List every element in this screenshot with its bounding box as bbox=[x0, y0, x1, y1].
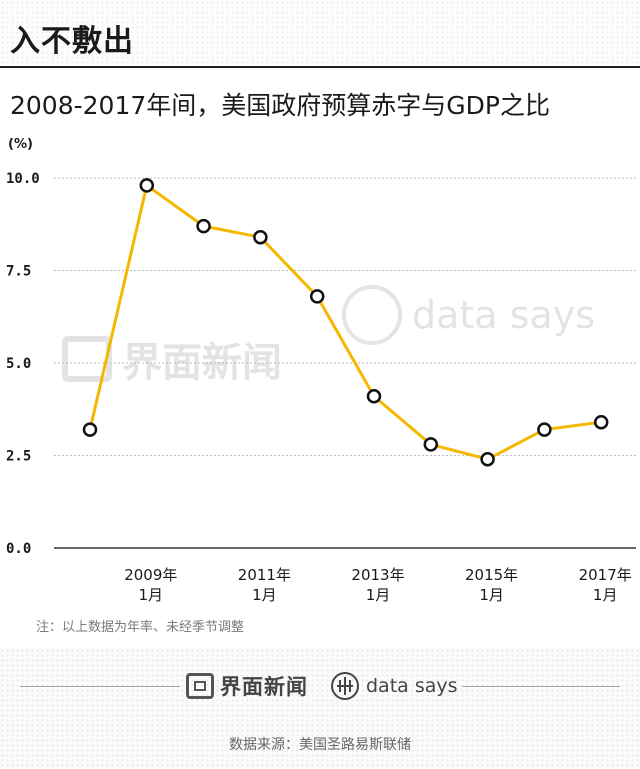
x-tick-label-month: 1月 bbox=[139, 586, 164, 604]
data-source: 数据来源：美国圣路易斯联储 bbox=[229, 737, 411, 753]
data-point bbox=[139, 178, 155, 193]
y-tick-label: 2.5 bbox=[6, 449, 31, 465]
data-point bbox=[423, 437, 439, 452]
y-tick-label: 10.0 bbox=[6, 171, 40, 187]
y-tick-label: 7.5 bbox=[6, 264, 31, 280]
jiemian-logo-icon bbox=[186, 673, 214, 699]
x-tick-label-month: 1月 bbox=[593, 586, 618, 604]
data-point bbox=[537, 422, 552, 437]
data-point bbox=[593, 414, 609, 430]
y-tick-label: 5.0 bbox=[6, 356, 31, 372]
x-tick-label-month: 1月 bbox=[479, 586, 504, 604]
y-tick-label: 0.0 bbox=[6, 541, 31, 557]
x-tick-label-month: 1月 bbox=[366, 586, 391, 604]
brand-datasays: data says bbox=[330, 670, 458, 702]
header-label: 入不敷出 bbox=[10, 24, 134, 59]
chart-title: 2008-2017年间，美国政府预算赤字与GDP之比 bbox=[10, 91, 550, 120]
footer-divider-left bbox=[20, 686, 180, 687]
y-unit-label: (%) bbox=[8, 137, 33, 152]
x-tick-label-year: 2009年 bbox=[124, 566, 177, 584]
x-tick-label-year: 2013年 bbox=[351, 566, 404, 584]
footer: 界面新闻 data says 数据来源：美国圣路易斯联储 bbox=[0, 648, 640, 769]
data-point bbox=[82, 422, 98, 437]
data-point bbox=[253, 229, 268, 245]
data-point bbox=[480, 451, 495, 467]
x-tick-label-year: 2015年 bbox=[465, 566, 518, 584]
data-point bbox=[196, 218, 211, 234]
x-tick-label-year: 2011年 bbox=[238, 566, 291, 584]
footer-divider-right bbox=[462, 686, 620, 687]
chart-note: 注：以上数据为年率、未经季节调整 bbox=[36, 620, 245, 635]
datasays-logo-icon bbox=[331, 672, 359, 700]
brand-datasays-text: data says bbox=[366, 675, 458, 697]
x-tick-label-month: 1月 bbox=[252, 586, 277, 604]
data-point bbox=[309, 289, 325, 304]
brand-jiemian: 界面新闻 bbox=[186, 670, 308, 702]
brand-jiemian-text: 界面新闻 bbox=[220, 675, 308, 699]
series-line bbox=[88, 183, 602, 461]
header-bar: 入不敷出 bbox=[0, 0, 640, 68]
header-rule bbox=[0, 66, 640, 68]
x-tick-label-year: 2017年 bbox=[579, 566, 632, 584]
data-point bbox=[366, 389, 382, 404]
